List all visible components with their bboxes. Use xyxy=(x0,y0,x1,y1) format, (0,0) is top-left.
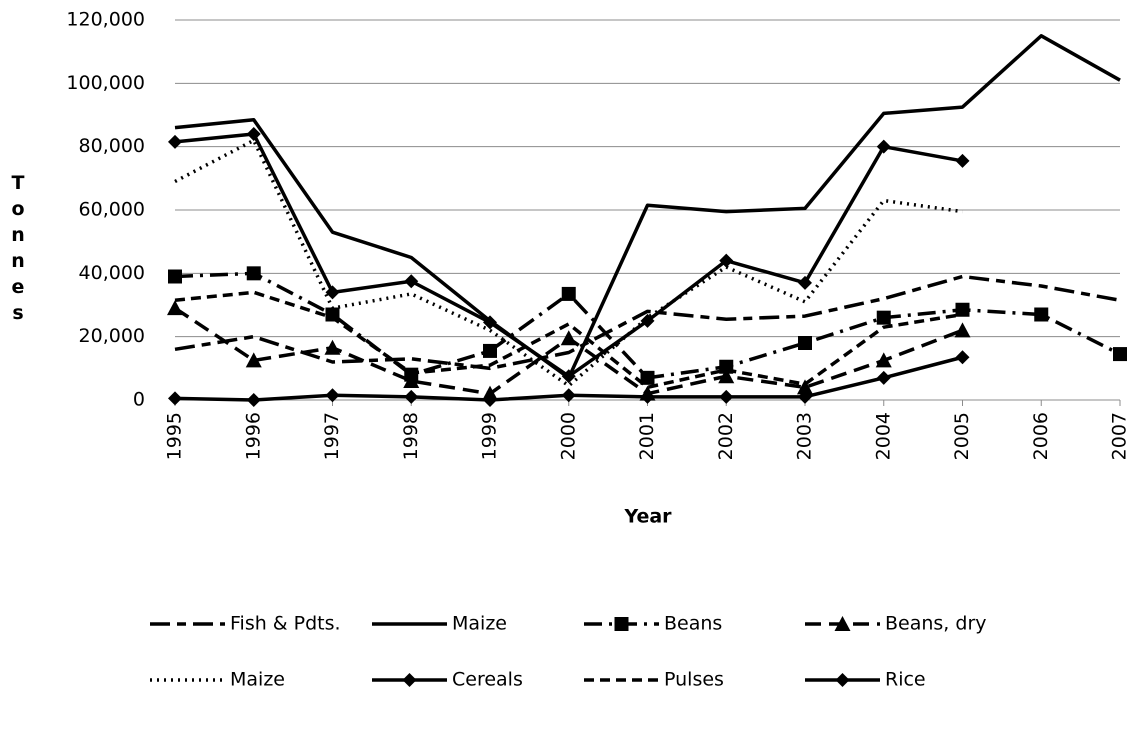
data-point xyxy=(561,369,576,384)
data-point xyxy=(245,352,262,368)
data-point xyxy=(1034,307,1049,322)
data-point xyxy=(483,393,497,407)
data-point xyxy=(561,286,576,301)
legend-label: Cereals xyxy=(452,669,523,691)
y-tick-label: 120,000 xyxy=(66,9,145,31)
data-point xyxy=(403,373,420,388)
data-point xyxy=(483,315,497,330)
series-line xyxy=(174,290,963,390)
data-point xyxy=(168,134,182,149)
data-point xyxy=(324,339,341,355)
legend-label: Rice xyxy=(885,669,926,691)
data-point xyxy=(876,139,891,154)
data-point xyxy=(876,370,891,385)
legend-label: Fish & Pdts. xyxy=(230,613,341,635)
legend-marker xyxy=(614,617,629,631)
y-tick-label: 20,000 xyxy=(79,325,145,347)
series-line xyxy=(174,274,1121,371)
legend-marker xyxy=(834,616,851,631)
data-point xyxy=(954,322,971,338)
data-point xyxy=(955,302,970,317)
y-tick-label: 0 xyxy=(133,389,145,411)
x-tick-label: 2006 xyxy=(1030,412,1052,460)
data-point xyxy=(167,300,183,316)
x-tick-label: 2001 xyxy=(636,412,658,460)
data-point xyxy=(640,370,655,385)
data-point xyxy=(561,388,576,403)
data-point xyxy=(246,393,261,407)
data-point xyxy=(483,343,497,358)
data-point xyxy=(798,389,812,404)
x-axis-title: Year xyxy=(623,506,672,528)
legend-marker xyxy=(835,673,850,687)
x-tick-label: 1995 xyxy=(164,412,186,460)
data-point xyxy=(560,330,577,346)
data-point xyxy=(640,313,655,328)
x-tick-label: 2007 xyxy=(1109,412,1131,460)
data-point xyxy=(718,368,735,384)
y-tick-label: 80,000 xyxy=(79,135,145,157)
data-point xyxy=(797,379,813,395)
data-point xyxy=(798,275,812,290)
data-point xyxy=(325,388,340,403)
series-line xyxy=(174,34,1121,380)
data-point xyxy=(168,269,182,284)
data-point xyxy=(404,389,419,404)
x-tick-label: 1996 xyxy=(242,412,264,460)
legend-marker xyxy=(402,673,417,687)
x-tick-label: 2004 xyxy=(872,412,894,460)
x-tick-label: 2005 xyxy=(951,412,973,460)
y-tick-label: 40,000 xyxy=(79,262,145,284)
data-point xyxy=(875,352,892,368)
legend-label: Beans xyxy=(664,613,722,635)
x-tick-label: 2002 xyxy=(715,412,737,460)
data-point xyxy=(876,310,891,325)
data-point xyxy=(955,350,970,365)
data-point xyxy=(640,389,655,404)
data-point xyxy=(798,336,812,350)
data-point xyxy=(168,391,182,406)
data-point xyxy=(404,274,419,289)
data-point xyxy=(325,285,340,300)
legend-label: Pulses xyxy=(664,669,724,691)
legend-label: Beans, dry xyxy=(885,613,987,635)
data-point xyxy=(719,253,734,268)
x-tick-label: 1997 xyxy=(321,412,343,460)
x-tick-label: 1999 xyxy=(479,412,501,460)
x-tick-label: 2000 xyxy=(557,412,579,460)
x-tick-label: 1998 xyxy=(400,412,422,460)
y-tick-label: 60,000 xyxy=(79,199,145,221)
data-point xyxy=(1113,347,1127,362)
data-point xyxy=(246,266,261,281)
legend-label: Maize xyxy=(452,613,507,635)
y-axis-title: Tonnes xyxy=(7,172,29,328)
data-point xyxy=(719,389,734,404)
data-point xyxy=(955,153,970,168)
y-tick-label: 100,000 xyxy=(66,72,145,94)
x-tick-label: 2003 xyxy=(794,412,816,460)
data-point xyxy=(246,127,261,141)
legend-label: Maize xyxy=(230,669,285,691)
